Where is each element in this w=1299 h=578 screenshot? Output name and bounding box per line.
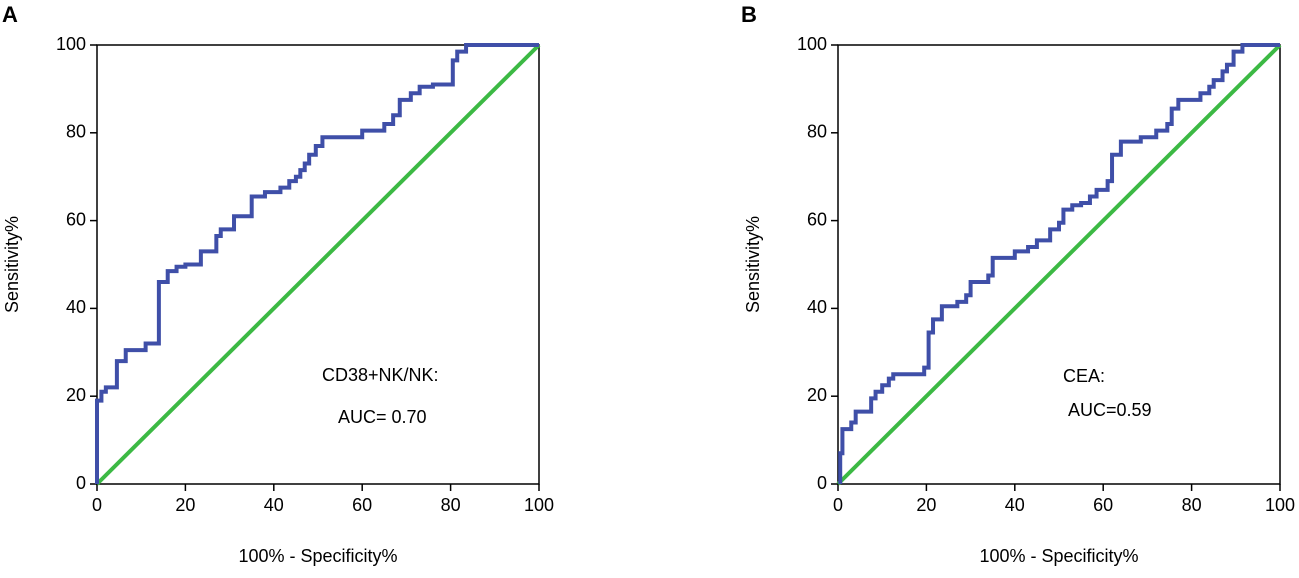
y-tick-label: 20 bbox=[66, 385, 86, 405]
x-axis-label: 100% - Specificity% bbox=[238, 546, 397, 566]
annotation: AUC= 0.70 bbox=[338, 407, 427, 427]
x-tick-label: 80 bbox=[441, 495, 461, 515]
x-tick-label: 60 bbox=[1093, 495, 1113, 515]
plot-frame bbox=[837, 44, 1281, 485]
x-tick-label: 20 bbox=[175, 495, 195, 515]
roc-line bbox=[836, 43, 1282, 486]
y-tick-label: 40 bbox=[66, 297, 86, 317]
y-tick-label: 60 bbox=[807, 209, 827, 229]
y-tick-label: 40 bbox=[807, 297, 827, 317]
x-axis-label: 100% - Specificity% bbox=[979, 546, 1138, 566]
annotation: AUC=0.59 bbox=[1068, 400, 1152, 420]
y-axis-label: Sensitivity% bbox=[2, 216, 22, 313]
y-tick-label: 20 bbox=[807, 385, 827, 405]
y-tick-label: 60 bbox=[66, 209, 86, 229]
panel-label: A bbox=[2, 2, 18, 27]
y-tick-label: 0 bbox=[76, 473, 86, 493]
x-tick-label: 80 bbox=[1182, 495, 1202, 515]
x-tick-label: 40 bbox=[264, 495, 284, 515]
y-tick-label: 100 bbox=[797, 34, 827, 54]
x-tick-label: 0 bbox=[833, 495, 843, 515]
x-tick-label: 100 bbox=[524, 495, 554, 515]
x-tick-label: 60 bbox=[352, 495, 372, 515]
y-axis-label: Sensitivity% bbox=[743, 216, 763, 313]
y-tick-label: 80 bbox=[66, 122, 86, 142]
roc-line bbox=[95, 43, 541, 486]
roc-line bbox=[838, 43, 1280, 484]
y-tick-label: 0 bbox=[817, 473, 827, 493]
plot-frame bbox=[96, 44, 540, 485]
x-tick-label: 40 bbox=[1005, 495, 1025, 515]
x-tick-label: 20 bbox=[916, 495, 936, 515]
y-tick-label: 80 bbox=[807, 122, 827, 142]
x-tick-label: 100 bbox=[1265, 495, 1295, 515]
x-tick-label: 0 bbox=[92, 495, 102, 515]
y-tick-label: 100 bbox=[56, 34, 86, 54]
roc-line bbox=[95, 43, 539, 484]
panel-label: B bbox=[741, 2, 757, 27]
annotation: CEA: bbox=[1063, 366, 1105, 386]
annotation: CD38+NK/NK: bbox=[322, 365, 439, 385]
